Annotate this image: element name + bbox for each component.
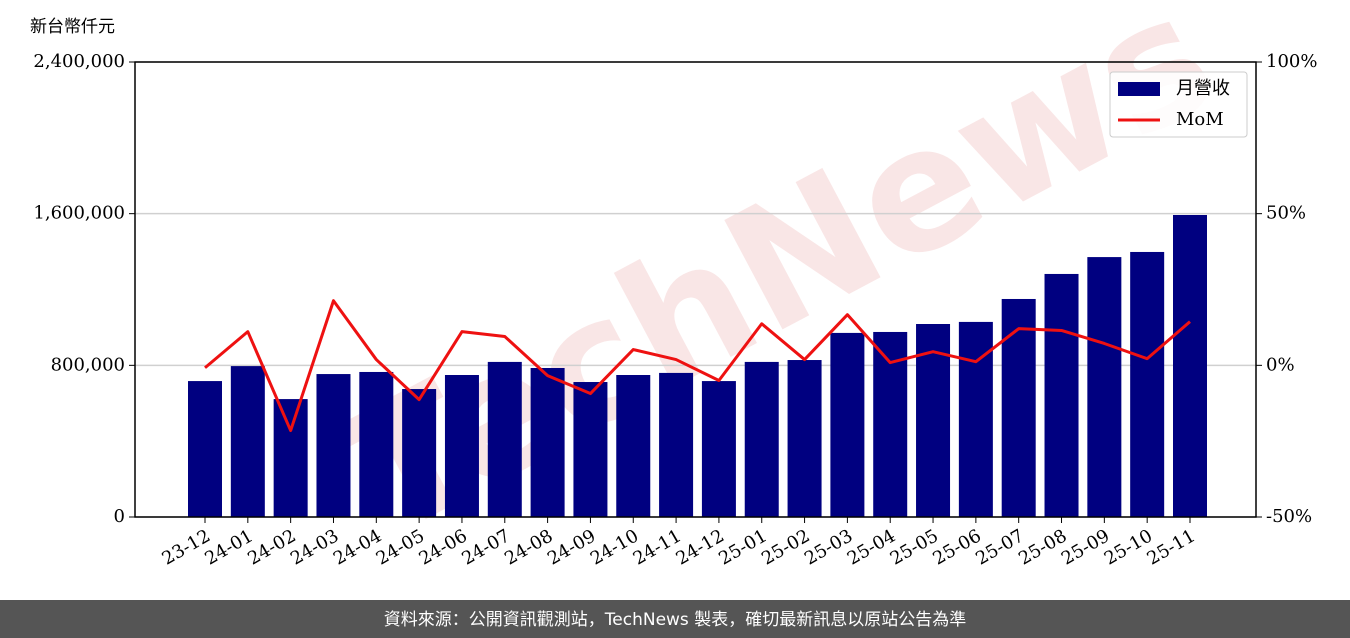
y-tick-label: 1,600,000 xyxy=(33,203,125,224)
bar xyxy=(359,371,394,517)
bar xyxy=(830,332,865,517)
x-tick-label: 24-12 xyxy=(672,525,727,569)
y2-tick-label: -50% xyxy=(1266,506,1312,527)
x-tick-label: 24-11 xyxy=(630,525,685,569)
x-tick-label: 25-03 xyxy=(801,525,856,569)
x-tick-label: 25-10 xyxy=(1101,525,1156,569)
bar xyxy=(1130,251,1165,517)
x-tick-label: 25-11 xyxy=(1144,525,1199,569)
bar xyxy=(1087,257,1122,517)
y2-tick-label: 100% xyxy=(1266,51,1317,72)
bar xyxy=(616,375,651,517)
bar xyxy=(444,375,479,517)
x-tick-label: 25-07 xyxy=(972,525,1027,569)
legend-label: MoM xyxy=(1176,109,1224,130)
y2-tick-label: 50% xyxy=(1266,203,1306,224)
x-tick-label: 24-09 xyxy=(544,525,599,569)
bar xyxy=(916,324,951,517)
x-tick-label: 24-10 xyxy=(587,525,642,569)
x-tick-label: 25-02 xyxy=(758,525,813,569)
bar xyxy=(744,361,779,517)
x-tick-label: 24-01 xyxy=(201,525,256,569)
legend-label: 月營收 xyxy=(1176,78,1230,99)
y-tick-label: 0 xyxy=(114,506,125,527)
y-tick-label: 2,400,000 xyxy=(33,51,125,72)
footer-bar xyxy=(0,600,1350,638)
bar xyxy=(316,374,351,517)
line xyxy=(204,299,1191,433)
bar xyxy=(1044,273,1079,517)
x-tick-label: 25-09 xyxy=(1058,525,1113,569)
x-tick-label: 24-03 xyxy=(287,525,342,569)
x-tick-label: 25-05 xyxy=(887,525,942,569)
plot-frame xyxy=(134,61,1257,518)
bar xyxy=(273,399,308,517)
bar xyxy=(530,367,565,517)
bar xyxy=(701,381,736,517)
legend-swatch xyxy=(1118,82,1160,96)
x-tick-label: 24-04 xyxy=(330,525,385,569)
bar xyxy=(1173,214,1207,517)
x-tick-label: 25-04 xyxy=(844,525,899,569)
x-tick-label: 23-12 xyxy=(159,525,214,569)
bar xyxy=(659,372,694,517)
bar xyxy=(787,360,822,517)
x-tick-label: 25-08 xyxy=(1015,525,1070,569)
x-tick-label: 24-02 xyxy=(244,525,299,569)
y-tick-label: 800,000 xyxy=(51,354,125,375)
x-tick-label: 24-08 xyxy=(501,525,556,569)
bar xyxy=(487,361,522,517)
bar xyxy=(573,382,608,517)
bar xyxy=(230,366,265,517)
x-tick-label: 25-01 xyxy=(715,525,770,569)
y-axis-label: 新台幣仟元 xyxy=(30,17,115,37)
y2-tick-label: 0% xyxy=(1266,354,1295,375)
x-tick-label: 25-06 xyxy=(929,525,984,569)
source-note: 資料來源：公開資訊觀測站，TechNews 製表，確切最新訊息以原站公告為準 xyxy=(384,610,966,630)
bar xyxy=(1001,298,1036,517)
bar xyxy=(188,381,222,517)
bar xyxy=(402,389,437,517)
